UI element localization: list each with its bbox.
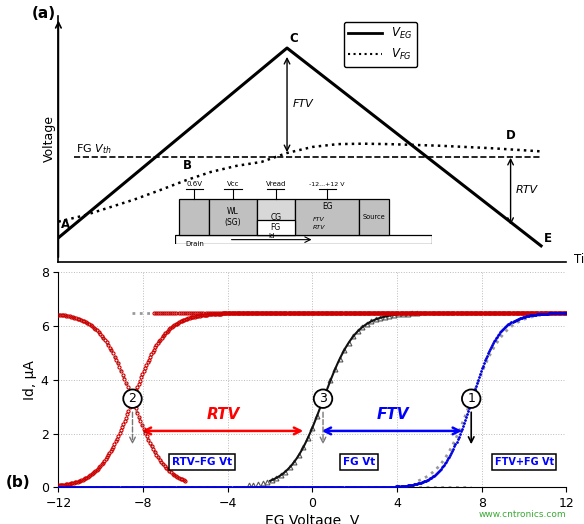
Bar [359,200,390,235]
Text: A: A [61,217,70,231]
Text: FTV+FG Vt: FTV+FG Vt [495,457,554,467]
Text: FG Vt: FG Vt [343,457,375,467]
Text: (a): (a) [32,6,56,21]
Bar [256,200,295,235]
X-axis label: EG Voltage, V: EG Voltage, V [265,514,360,524]
Text: WL
(SG): WL (SG) [225,208,241,227]
Text: 3: 3 [319,392,327,405]
Text: -12...+12 V: -12...+12 V [310,182,345,187]
Text: E: E [544,232,552,245]
Text: Id: Id [269,233,274,238]
Text: Vcc: Vcc [227,181,239,187]
Text: D: D [506,129,515,142]
Legend: $V_{EG}$, $V_{FG}$: $V_{EG}$, $V_{FG}$ [344,21,417,67]
Text: B: B [183,159,192,172]
Text: Time: Time [574,254,584,267]
Text: Drain: Drain [185,241,204,247]
Bar [175,235,432,244]
Text: RTV: RTV [207,407,240,422]
Text: RTV–FG Vt: RTV–FG Vt [172,457,232,467]
Text: RTV: RTV [312,225,325,230]
Y-axis label: Voltage: Voltage [43,115,55,162]
Text: EG: EG [322,202,332,211]
Text: www.cntronics.com: www.cntronics.com [479,510,566,519]
Text: FTV: FTV [313,217,325,222]
Text: 0.6V: 0.6V [186,181,203,187]
Y-axis label: Id, μA: Id, μA [23,360,37,400]
Text: 1: 1 [467,392,475,405]
Text: Source: Source [363,214,385,220]
Text: CG: CG [270,213,281,222]
Text: RTV: RTV [516,185,538,195]
Bar [179,200,210,235]
Bar [210,200,256,235]
Text: C: C [290,32,298,45]
Text: FG $V_{th}$: FG $V_{th}$ [76,142,112,156]
Text: (b): (b) [5,475,30,490]
Text: FTV: FTV [293,99,314,108]
Bar [295,200,359,235]
Text: 2: 2 [128,392,137,405]
Bar [256,220,295,235]
Text: FTV: FTV [377,407,409,422]
Text: FG: FG [271,223,281,232]
Text: Vread: Vread [266,181,286,187]
